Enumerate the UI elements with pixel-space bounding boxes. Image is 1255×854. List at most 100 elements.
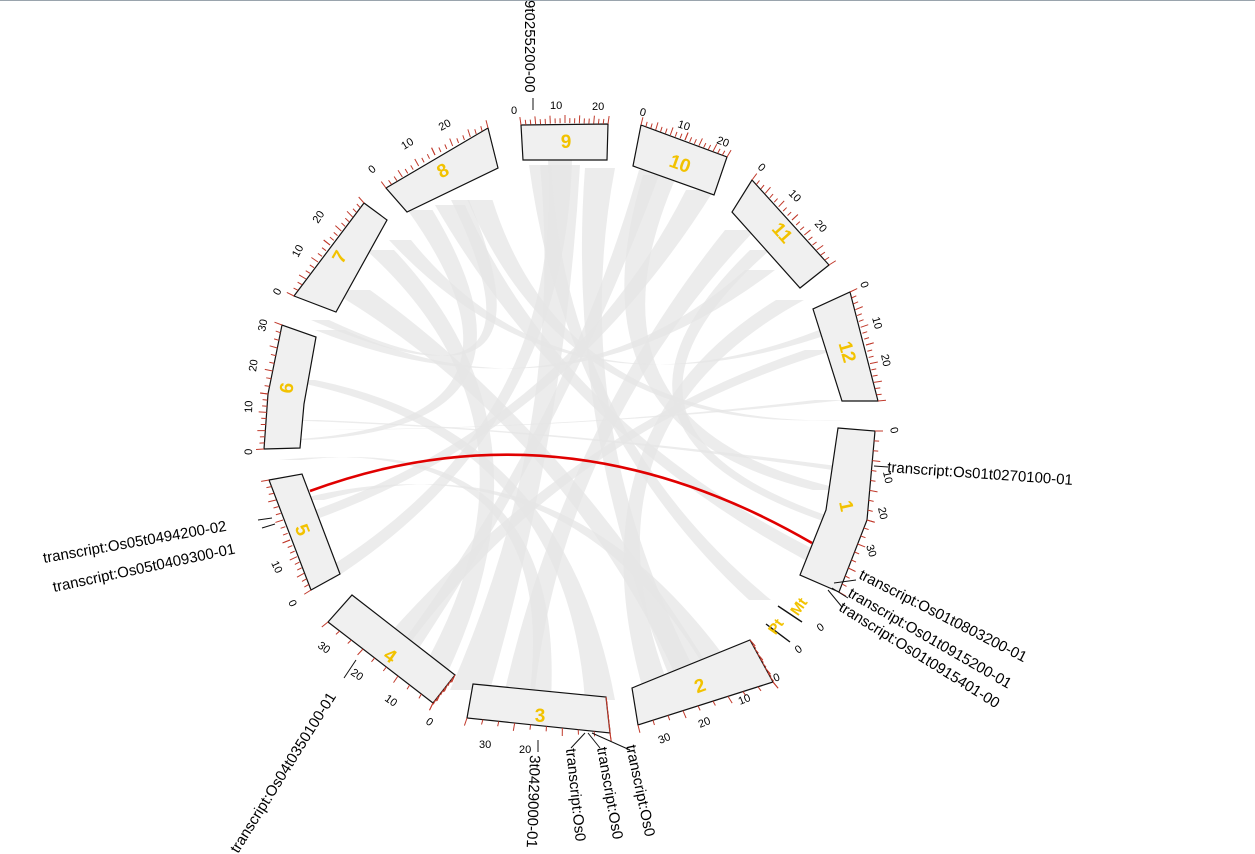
tick-mark xyxy=(721,150,726,156)
chromosome-label-1: 1 xyxy=(834,499,857,514)
chromosome-9-block[interactable] xyxy=(520,123,609,161)
tick-mark xyxy=(311,257,319,263)
tick-mark xyxy=(770,677,775,682)
chromosome-label-3: 3 xyxy=(535,706,546,727)
tick-mark xyxy=(397,170,403,178)
tick-mark xyxy=(296,572,305,578)
tick-label: 0 xyxy=(755,161,768,174)
tick-label: 0 xyxy=(285,598,298,609)
tick-mark xyxy=(795,221,801,226)
tick-mark xyxy=(341,222,346,227)
synteny-ribbon xyxy=(296,484,734,670)
tick-mark xyxy=(358,196,365,204)
tick-mark xyxy=(274,321,283,326)
tick-mark xyxy=(273,506,279,509)
tick-mark xyxy=(303,589,312,595)
tick-mark xyxy=(438,147,442,153)
tick-mark xyxy=(335,225,342,232)
tick-mark xyxy=(808,236,813,241)
tick-mark xyxy=(298,274,307,280)
tick-mark xyxy=(669,127,674,136)
synteny-ribbon xyxy=(286,190,714,520)
leader-line xyxy=(343,659,357,679)
gene-label-os0-b[interactable]: transcript:Os0 xyxy=(593,746,626,841)
tick-mark xyxy=(266,377,272,380)
tick-mark xyxy=(858,319,864,322)
tick-label: 0 xyxy=(511,105,517,117)
tick-mark xyxy=(309,264,315,269)
tick-label: 10 xyxy=(290,243,306,259)
tick-mark xyxy=(335,630,340,635)
tick-mark xyxy=(404,168,409,174)
gene-label-os0-a[interactable]: transcript:Os0 xyxy=(562,748,589,843)
chromosome-5-block[interactable] xyxy=(268,473,341,591)
pt-marker xyxy=(765,623,791,643)
gene-label-os01t0270100[interactable]: transcript:Os01t0270100-01 xyxy=(887,459,1074,489)
tick-label: 10 xyxy=(737,692,753,708)
tick-mark xyxy=(717,148,721,154)
tick-mark xyxy=(703,142,707,148)
tick-mark xyxy=(873,380,882,383)
synteny-ribbon xyxy=(311,200,497,356)
tick-mark xyxy=(480,126,483,132)
tick-mark xyxy=(712,700,716,706)
tick-mark xyxy=(451,674,456,683)
tick-mark xyxy=(875,387,881,390)
tick-label: 10 xyxy=(243,400,255,413)
tick-mark xyxy=(640,117,644,126)
tick-mark xyxy=(524,119,527,125)
leader-line xyxy=(257,517,273,521)
gene-label-os04t0350100[interactable]: transcript:Os04t0350100-01 xyxy=(227,689,340,854)
tick-mark xyxy=(602,118,605,124)
tick-mark xyxy=(645,121,648,127)
tick-mark xyxy=(432,699,436,705)
tick-mark xyxy=(519,117,522,126)
tick-mark xyxy=(863,527,869,531)
tick-mark xyxy=(854,551,860,555)
tick-mark xyxy=(778,200,785,208)
synteny-ribbon xyxy=(315,270,775,369)
tick-mark xyxy=(791,214,799,221)
tick-mark xyxy=(264,368,273,372)
tick-mark xyxy=(868,499,874,502)
tick-mark xyxy=(609,732,612,741)
tick-mark xyxy=(431,147,436,156)
leader-line xyxy=(261,523,276,529)
tick-mark xyxy=(693,139,697,144)
tick-mark xyxy=(261,479,270,482)
gene-label-9t0255200[interactable]: 9t0255200-00 xyxy=(521,0,538,93)
tick-mark xyxy=(760,184,765,190)
gene-label-leaders xyxy=(257,98,889,752)
highlighted-synteny-link[interactable] xyxy=(309,453,813,545)
chromosome-11-block[interactable] xyxy=(731,179,830,289)
gene-label-os0-c[interactable]: transcript:Os0 xyxy=(622,743,658,838)
tick-label: 30 xyxy=(315,640,332,657)
tick-mark xyxy=(534,116,537,125)
tick-mark xyxy=(869,489,878,493)
tick-label: 20 xyxy=(592,101,604,113)
tick-mark xyxy=(751,173,758,181)
tick-mark xyxy=(871,470,877,472)
chromosome-7-block[interactable] xyxy=(293,202,388,313)
tick-label: 10 xyxy=(880,470,894,484)
tick-mark xyxy=(259,392,269,395)
leader-line xyxy=(570,732,586,749)
tick-mark xyxy=(759,658,764,663)
tick-mark xyxy=(393,675,399,683)
chromosome-10-block[interactable] xyxy=(632,124,728,196)
tick-mark xyxy=(357,648,364,656)
chromosome-12-block[interactable] xyxy=(812,291,879,402)
tick-mark xyxy=(435,696,439,702)
tick-label: 10 xyxy=(676,118,691,133)
leader-line xyxy=(827,589,843,608)
tick-mark xyxy=(607,116,610,125)
tick-mark xyxy=(463,717,468,726)
chromosome-8-block[interactable] xyxy=(385,127,499,213)
tick-mark xyxy=(804,229,811,236)
tick-mark xyxy=(436,693,441,702)
gene-label-3t0429000[interactable]: 3t0429000-01 xyxy=(523,755,543,848)
tick-mark xyxy=(727,696,733,704)
tick-mark xyxy=(772,681,779,689)
tick-mark xyxy=(280,526,286,529)
tick-mark xyxy=(812,241,817,246)
